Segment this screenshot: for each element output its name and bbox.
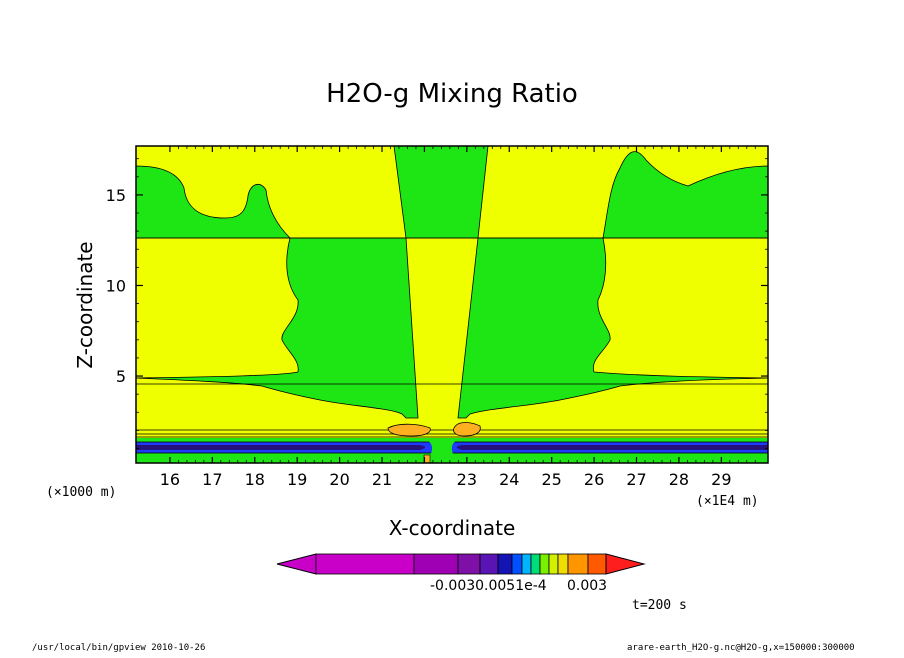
x-tick-label: 17 xyxy=(202,470,222,489)
colorbar-extend-low xyxy=(276,553,317,575)
y-axis: 5 10 15 xyxy=(106,158,768,449)
colorbar-label-mid: -0.0030.0051e-4 xyxy=(430,578,547,594)
x-tick-label: 23 xyxy=(457,470,477,489)
x-tick-label: 21 xyxy=(372,470,392,489)
y-axis-label: Z-coordinate xyxy=(73,241,97,368)
contour-orange-blob-left xyxy=(387,423,431,437)
colorbar-segment xyxy=(530,553,541,575)
contour-region-top-center xyxy=(393,146,489,239)
x-tick-label: 26 xyxy=(584,470,604,489)
time-label: t=200 s xyxy=(632,598,687,613)
colorbar-label-max: 0.003 xyxy=(567,578,607,594)
x-axis-label: X-coordinate xyxy=(389,516,516,540)
colorbar-segment xyxy=(587,553,607,575)
plot-frame xyxy=(135,145,769,464)
contour-region-top-right xyxy=(602,151,768,239)
y-tick-label: 5 xyxy=(116,367,126,386)
colorbar-segment xyxy=(567,553,589,575)
contour-lines xyxy=(136,237,768,438)
x-tick-label: 29 xyxy=(711,470,731,489)
chart-title: H2O-g Mixing Ratio xyxy=(326,79,578,109)
colorbar-segment xyxy=(521,553,532,575)
x-axis: 16 17 18 19 20 21 22 23 24 25 26 27 28 29 xyxy=(160,146,756,489)
colorbar-extend-high xyxy=(605,553,646,575)
contour-orange-blob-right xyxy=(453,422,481,437)
colorbar-segment xyxy=(315,553,415,575)
x-units-left: (×1000 m) xyxy=(46,485,116,500)
x-tick-label: 27 xyxy=(626,470,646,489)
x-units-right: (×1E4 m) xyxy=(696,494,759,509)
colorbar-segment xyxy=(413,553,459,575)
colorbar-segment xyxy=(511,553,523,575)
x-tick-label: 19 xyxy=(287,470,307,489)
colorbar-segment xyxy=(457,553,481,575)
contour-gap-center xyxy=(426,440,458,456)
colorbar-segment xyxy=(497,553,513,575)
y-tick-label: 15 xyxy=(106,186,126,205)
x-tick-label: 20 xyxy=(329,470,349,489)
colorbar-segment xyxy=(557,553,569,575)
contour-region-mid-left xyxy=(136,237,419,419)
colorbar-segment xyxy=(548,553,559,575)
footer-right: arare-earth_H2O-g.nc@H2O-g,x=150000:3000… xyxy=(627,643,855,653)
plot-area xyxy=(136,146,768,463)
x-tick-label: 25 xyxy=(541,470,561,489)
contour-region-mid-right xyxy=(457,237,768,419)
contour-band-navy-right xyxy=(456,445,768,450)
x-tick-label: 24 xyxy=(499,470,519,489)
y-tick-label: 10 xyxy=(106,276,126,295)
contour-region-top-left xyxy=(136,165,291,239)
x-tick-label: 16 xyxy=(160,470,180,489)
x-tick-label: 22 xyxy=(414,470,434,489)
colorbar xyxy=(276,553,646,575)
x-tick-label: 18 xyxy=(245,470,265,489)
colorbar-segment xyxy=(539,553,550,575)
footer-left: /usr/local/bin/gpview 2010-10-26 xyxy=(32,643,205,653)
contour-band-navy-left xyxy=(136,445,426,450)
colorbar-segment xyxy=(479,553,499,575)
x-tick-label: 28 xyxy=(669,470,689,489)
